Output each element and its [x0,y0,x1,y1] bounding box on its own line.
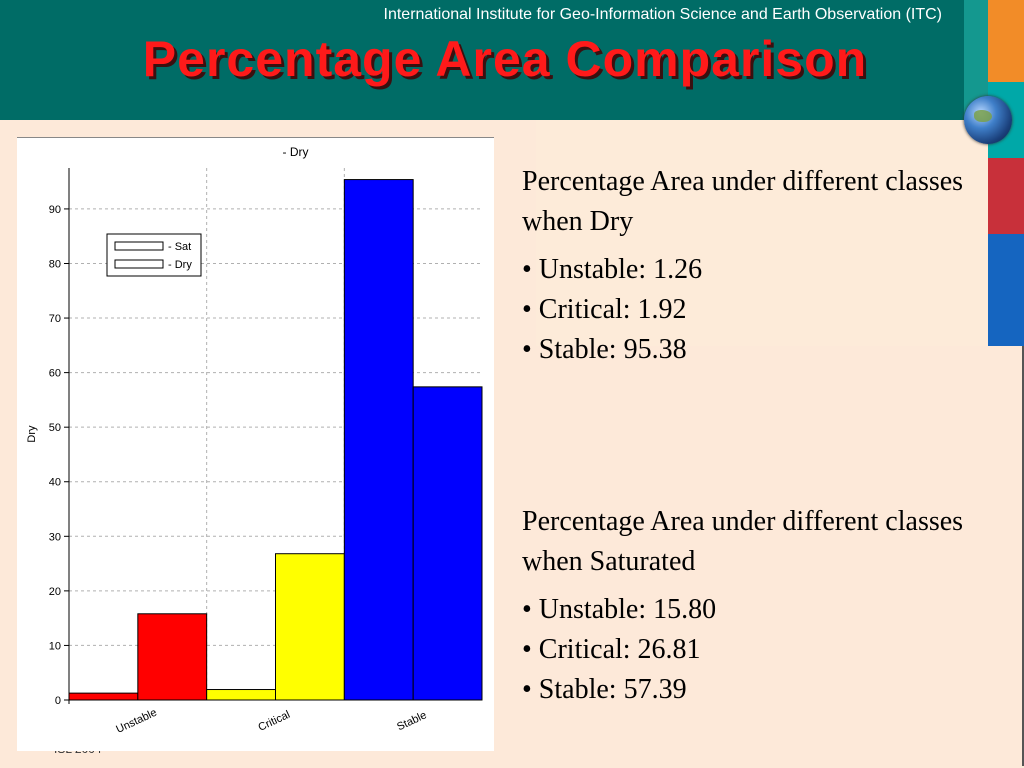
x-tick-label: Unstable [114,707,158,736]
stripe-orange [988,0,1024,82]
sat-item-unstable: • Unstable: 15.80 [522,594,717,625]
sat-item-critical: • Critical: 26.81 [522,634,701,665]
dry-summary: Percentage Area under different classes … [522,162,972,370]
institute-name: International Institute for Geo-Informat… [383,6,943,23]
globe-icon [964,96,1012,144]
legend-swatch [114,259,164,269]
dry-item-unstable: • Unstable: 1.26 [522,254,703,285]
stripe-red [988,158,1024,234]
x-tick-label: Stable [395,709,428,733]
bar-stable-dry [343,179,414,701]
legend-swatch [114,241,164,251]
dry-heading: Percentage Area under different classes … [522,166,964,237]
dry-list: • Unstable: 1.26 • Critical: 1.92 • Stab… [522,250,972,370]
bar-chart: - Dry 0 10 20 30 40 50 60 70 80 90 Unstable Critical… [26,145,483,736]
y-tick-label: 30 [49,531,61,543]
y-axis-label: Dry [26,425,38,443]
text-panel-background [536,120,988,346]
sat-heading: Percentage Area under different classes … [522,506,964,577]
sat-item-stable: • Stable: 57.39 [522,674,687,705]
slide-title: Percentage Area Comparison [142,31,868,87]
chart-title: - Dry [283,145,309,159]
y-tick-label: 80 [49,258,61,270]
sat-list: • Unstable: 15.80 • Critical: 26.81 • St… [522,590,972,710]
y-tick-label: 0 [55,695,61,707]
slide-header: International Institute for Geo-Informat… [0,0,988,120]
y-tick-label: 20 [49,586,61,598]
sat-summary: Percentage Area under different classes … [522,502,972,710]
dry-item-stable: • Stable: 95.38 [522,334,687,365]
y-tick-label: 50 [49,422,61,434]
chart-panel: - Dry 0 10 20 30 40 50 60 70 80 90 Unstable Critical… [17,137,494,751]
y-tick-label: 10 [49,640,61,652]
legend-box [106,233,202,277]
y-tick-label: 70 [49,313,61,325]
y-tick-label: 90 [49,204,61,216]
bar-critical-sat [275,553,345,701]
bar-stable-sat [412,386,483,701]
dry-item-critical: • Critical: 1.92 [522,294,687,325]
y-tick-label: 40 [49,477,61,489]
y-tick-label: 60 [49,368,61,380]
stripe-blue [988,234,1024,346]
legend-label: - Dry [168,259,192,271]
bar-unstable-dry [68,692,139,701]
bar-critical-dry [206,689,277,701]
x-tick-label: Critical [256,709,292,734]
bar-unstable-sat [137,613,208,701]
legend-label: - Sat [168,241,191,253]
